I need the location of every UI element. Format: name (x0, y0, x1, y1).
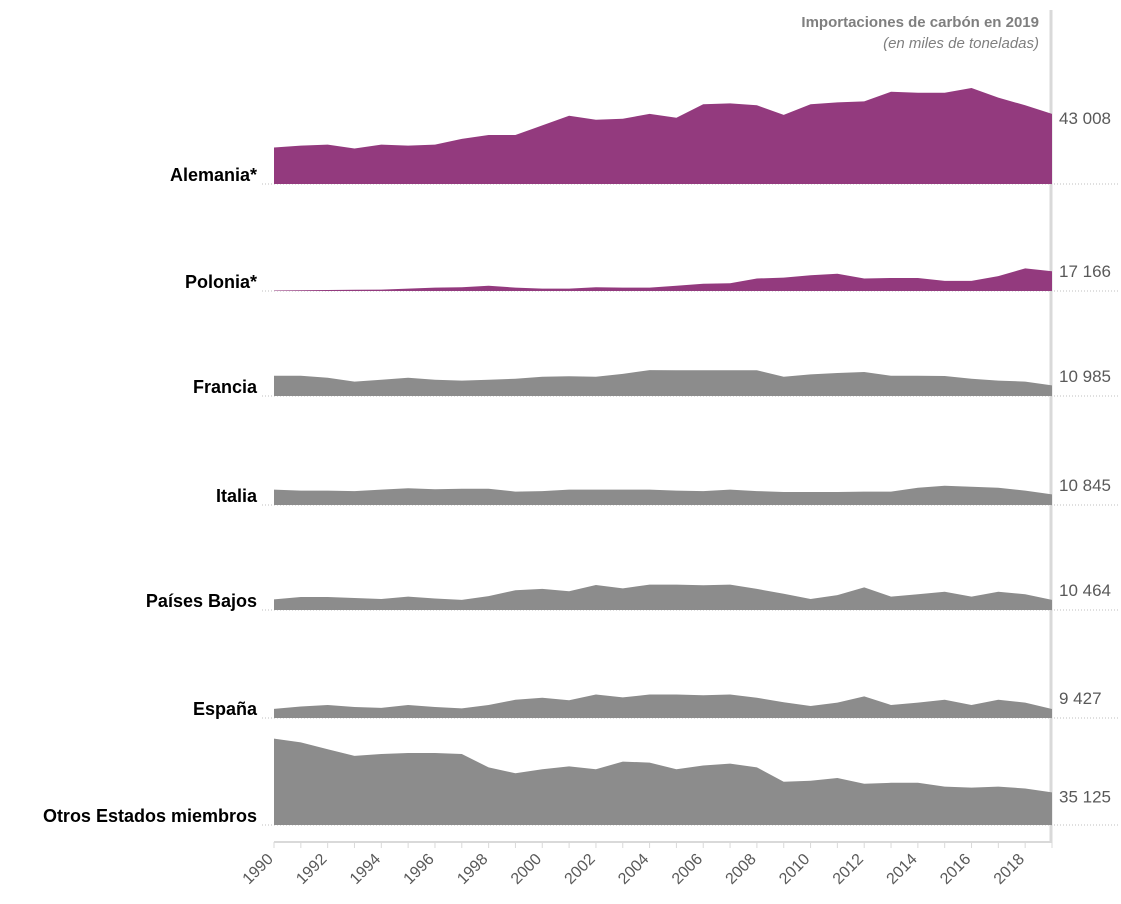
x-tick-label: 2004 (615, 851, 652, 888)
series-label: Italia (216, 486, 258, 506)
series-area (274, 738, 1052, 825)
series-area (274, 88, 1052, 184)
x-tick-label: 2008 (723, 851, 760, 888)
series-2: Francia 10 985 (193, 367, 1120, 397)
x-tick-label: 1996 (401, 851, 438, 888)
x-tick-label: 1994 (347, 851, 384, 888)
series-end-value: 10 845 (1059, 476, 1111, 495)
series-label: Otros Estados miembros (43, 806, 257, 826)
series-5: España 9 427 (193, 689, 1120, 719)
series-label: Países Bajos (146, 591, 257, 611)
x-tick-label: 1998 (454, 851, 491, 888)
series-end-value: 10 464 (1059, 581, 1111, 600)
series-end-value: 17 166 (1059, 262, 1111, 281)
series-label: Francia (193, 377, 258, 397)
x-tick-label: 2010 (776, 851, 813, 888)
x-tick-label: 2006 (669, 851, 706, 888)
series-area (274, 694, 1052, 718)
series-label: Alemania* (170, 165, 257, 185)
x-tick-label: 1990 (240, 851, 277, 888)
chart-subtitle: (en miles de toneladas) (883, 35, 1039, 52)
x-tick-label: 2014 (884, 851, 921, 888)
series-label: España (193, 699, 258, 719)
series-end-value: 43 008 (1059, 109, 1111, 128)
series-6: Otros Estados miembros 35 125 (43, 738, 1120, 826)
series-4: Países Bajos 10 464 (146, 581, 1120, 611)
series-area (274, 268, 1052, 291)
x-tick-label: 2002 (562, 851, 599, 888)
series-end-value: 10 985 (1059, 367, 1111, 386)
series-end-value: 35 125 (1059, 787, 1111, 806)
series-area (274, 485, 1052, 505)
chart-title-block: Importaciones de carbón en 2019 (en mile… (801, 14, 1039, 52)
x-tick-label: 2012 (830, 851, 867, 888)
x-tick-label: 1992 (293, 851, 330, 888)
x-tick-label: 2000 (508, 851, 545, 888)
series-area (274, 370, 1052, 396)
x-tick-label: 2016 (937, 851, 974, 888)
chart-title: Importaciones de carbón en 2019 (801, 14, 1039, 31)
series-area (274, 584, 1052, 610)
series-0: Alemania* 43 008 (170, 88, 1120, 185)
series-label: Polonia* (185, 272, 257, 292)
series-1: Polonia* 17 166 (185, 262, 1120, 292)
series-end-value: 9 427 (1059, 689, 1102, 708)
x-tick-label: 2018 (991, 851, 1028, 888)
series-3: Italia 10 845 (216, 476, 1120, 506)
